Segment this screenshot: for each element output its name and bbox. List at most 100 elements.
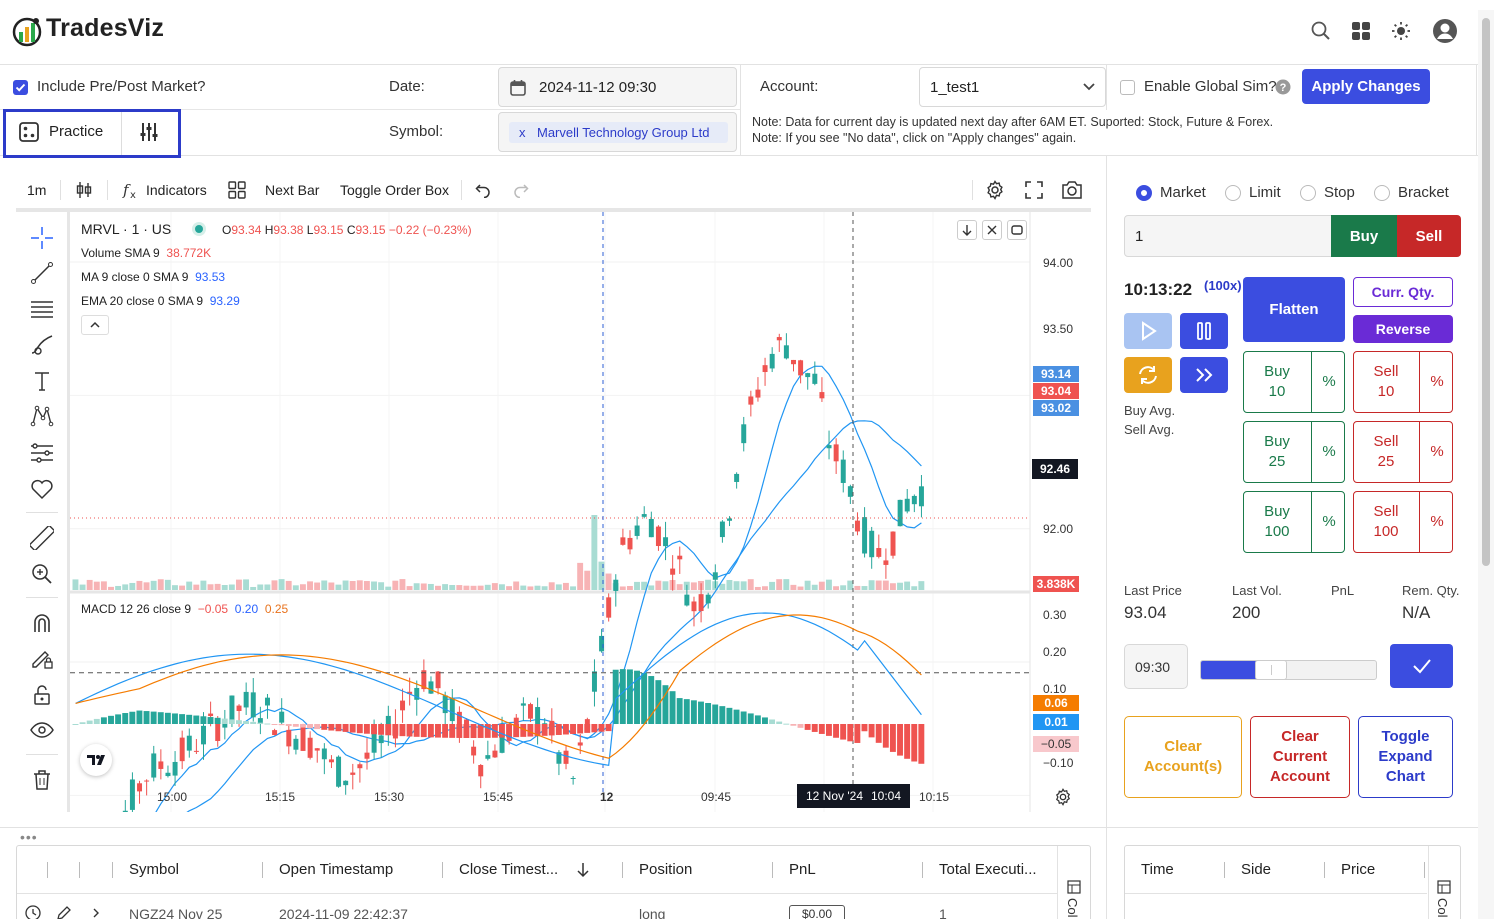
row-expand-chevron-icon[interactable] xyxy=(90,907,102,919)
pane-move-down-icon[interactable] xyxy=(957,220,977,240)
exec-columns-side-tab[interactable]: Col xyxy=(1435,898,1450,918)
fullscreen-icon[interactable] xyxy=(1025,181,1043,199)
order-type-stop-label[interactable]: Stop xyxy=(1324,184,1355,201)
text-tool-icon[interactable] xyxy=(30,369,54,393)
indicators-button[interactable]: Indicators xyxy=(146,182,207,198)
global-sim-checkbox[interactable] xyxy=(1120,80,1135,95)
clear-current-account-button[interactable]: Clear Current Account xyxy=(1250,716,1350,798)
pane-close-icon[interactable] xyxy=(982,220,1002,240)
exec-col-time[interactable]: Time xyxy=(1141,861,1174,878)
brush-tool-icon[interactable] xyxy=(30,333,54,357)
account-select[interactable]: 1_test1 xyxy=(919,67,1106,107)
symbol-input[interactable]: x Marvell Technology Group Ltd xyxy=(498,112,737,152)
price-chart[interactable] xyxy=(70,212,1091,812)
row-edit-icon[interactable] xyxy=(56,905,72,919)
reverse-button[interactable]: Reverse xyxy=(1353,315,1453,343)
date-input[interactable]: 2024-11-12 09:30 xyxy=(498,67,737,107)
order-type-bracket-label[interactable]: Bracket xyxy=(1398,184,1449,201)
row-symbol[interactable]: NGZ24 Nov 25 xyxy=(129,906,223,919)
quick-sell-100[interactable]: Sell 100 % xyxy=(1353,491,1453,553)
next-bar-button[interactable]: Next Bar xyxy=(265,182,320,198)
lock-pencil-icon[interactable] xyxy=(30,647,54,671)
practice-button[interactable]: Practice xyxy=(49,123,104,140)
apps-grid-icon[interactable] xyxy=(1351,21,1371,41)
include-prepost-checkbox[interactable] xyxy=(13,80,28,95)
toggle-expand-chart-button[interactable]: Toggle Expand Chart xyxy=(1358,716,1453,798)
exec-columns-panel-icon[interactable] xyxy=(1437,880,1451,894)
reset-button[interactable] xyxy=(1124,357,1172,393)
prediction-tool-icon[interactable] xyxy=(30,441,54,465)
pause-button[interactable] xyxy=(1180,313,1228,349)
layouts-icon[interactable] xyxy=(228,181,246,199)
chart-settings-gear-icon[interactable] xyxy=(985,180,1005,200)
flatten-button[interactable]: Flatten xyxy=(1243,277,1345,342)
horizontal-lines-tool-icon[interactable] xyxy=(30,297,54,321)
col-total-executions[interactable]: Total Executi... xyxy=(939,861,1037,878)
sliders-icon[interactable] xyxy=(139,122,159,142)
help-icon[interactable]: ? xyxy=(1275,79,1291,95)
exec-col-price[interactable]: Price xyxy=(1341,861,1376,878)
quick-buy-25[interactable]: Buy 25 % xyxy=(1243,421,1345,483)
symbol-chip[interactable]: x Marvell Technology Group Ltd xyxy=(509,122,728,143)
zoom-in-icon[interactable] xyxy=(30,562,54,586)
quick-sell-10[interactable]: Sell 10 % xyxy=(1353,351,1453,413)
buy-button[interactable]: Buy xyxy=(1331,215,1397,257)
heart-icon[interactable] xyxy=(30,477,54,501)
replay-slider[interactable] xyxy=(1200,660,1377,680)
order-type-limit-radio[interactable] xyxy=(1225,185,1241,201)
quick-sell-25-pct[interactable]: % xyxy=(1430,443,1444,460)
order-type-bracket-radio[interactable] xyxy=(1374,185,1390,201)
col-symbol[interactable]: Symbol xyxy=(129,861,180,878)
crosshair-tool-icon[interactable] xyxy=(30,226,54,250)
col-close-timestamp[interactable]: Close Timest... xyxy=(459,861,559,878)
col-open-timestamp[interactable]: Open Timestamp xyxy=(279,861,394,878)
clear-accounts-button[interactable]: Clear Account(s) xyxy=(1124,716,1242,798)
quick-buy-10[interactable]: Buy 10 % xyxy=(1243,351,1345,413)
quick-buy-25-pct[interactable]: % xyxy=(1322,443,1336,460)
order-type-market-label[interactable]: Market xyxy=(1160,184,1206,201)
app-logo-text[interactable]: TradesViz xyxy=(46,14,165,42)
sell-button[interactable]: Sell xyxy=(1397,215,1461,257)
col-pnl[interactable]: PnL xyxy=(789,861,816,878)
magnet-icon[interactable] xyxy=(30,611,54,635)
fast-forward-button[interactable] xyxy=(1180,357,1228,393)
curr-qty-button[interactable]: Curr. Qty. xyxy=(1353,277,1453,307)
resize-handle-dots[interactable]: ••• xyxy=(20,829,38,845)
replay-time-input[interactable]: 09:30 xyxy=(1124,644,1188,689)
toggle-order-box-button[interactable]: Toggle Order Box xyxy=(340,182,449,198)
apply-changes-button[interactable]: Apply Changes xyxy=(1302,69,1430,104)
user-avatar-icon[interactable] xyxy=(1432,18,1458,44)
trash-icon[interactable] xyxy=(30,768,54,792)
quick-sell-100-pct[interactable]: % xyxy=(1430,513,1444,530)
trend-line-tool-icon[interactable] xyxy=(30,261,54,285)
quick-buy-100-pct[interactable]: % xyxy=(1322,513,1336,530)
axis-settings-gear-icon[interactable] xyxy=(1054,788,1072,806)
quick-sell-10-pct[interactable]: % xyxy=(1430,373,1444,390)
quick-buy-10-pct[interactable]: % xyxy=(1322,373,1336,390)
include-prepost-label[interactable]: Include Pre/Post Market? xyxy=(37,78,206,95)
order-type-market-radio[interactable] xyxy=(1136,185,1152,201)
undo-icon[interactable] xyxy=(475,182,491,198)
quick-buy-100[interactable]: Buy 100 % xyxy=(1243,491,1345,553)
lock-icon[interactable] xyxy=(30,683,54,707)
exec-col-side[interactable]: Side xyxy=(1241,861,1272,878)
columns-panel-icon[interactable] xyxy=(1067,880,1081,894)
play-button[interactable] xyxy=(1124,313,1172,349)
sort-desc-icon[interactable] xyxy=(576,862,590,878)
interval-button[interactable]: 1m xyxy=(27,182,47,198)
pane-maximize-icon[interactable] xyxy=(1007,220,1027,240)
tradingview-logo-icon[interactable] xyxy=(80,744,112,776)
camera-icon[interactable] xyxy=(1061,180,1083,200)
replay-slider-thumb[interactable] xyxy=(1255,660,1287,680)
quick-sell-25[interactable]: Sell 25 % xyxy=(1353,421,1453,483)
redo-icon[interactable] xyxy=(513,182,529,198)
order-type-limit-label[interactable]: Limit xyxy=(1249,184,1281,201)
col-position[interactable]: Position xyxy=(639,861,693,878)
ruler-icon[interactable] xyxy=(30,526,54,550)
candles-icon[interactable] xyxy=(74,180,94,200)
row-time-icon[interactable] xyxy=(25,905,41,919)
columns-side-tab[interactable]: Col xyxy=(1065,898,1080,918)
page-scrollbar[interactable] xyxy=(1478,10,1494,919)
quantity-input[interactable]: 1 xyxy=(1124,215,1332,257)
